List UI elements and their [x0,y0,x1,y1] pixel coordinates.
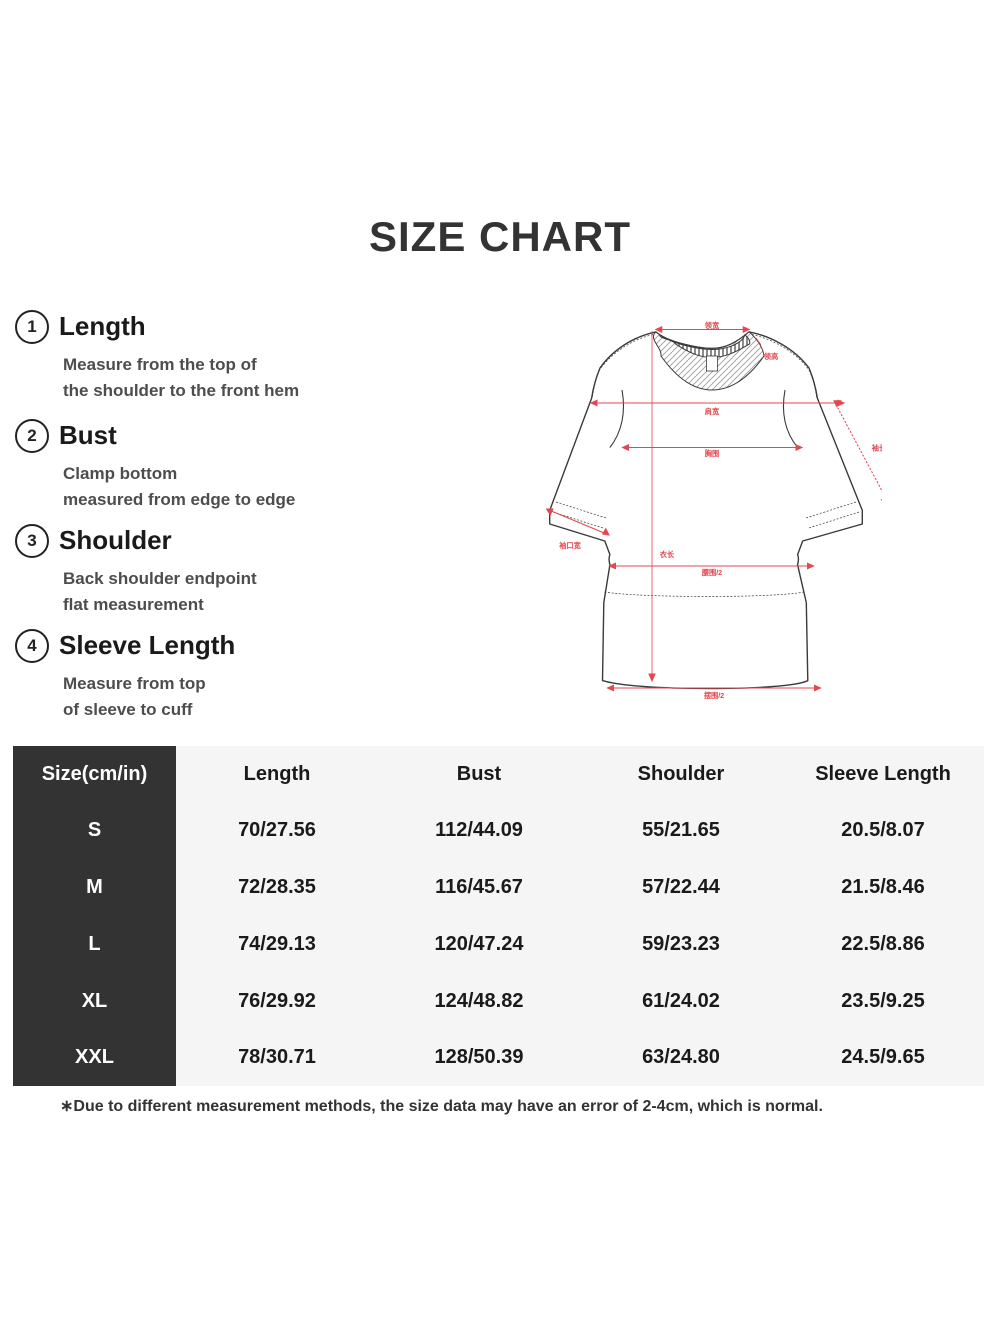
svg-text:衣长: 衣长 [660,550,675,559]
svg-text:袖口宽: 袖口宽 [558,541,581,550]
svg-text:腰围/2: 腰围/2 [701,568,722,577]
svg-text:胸围: 胸围 [705,449,719,458]
svg-text:领宽: 领宽 [705,321,720,330]
svg-text:领高: 领高 [764,352,778,361]
svg-text:肩宽: 肩宽 [704,407,720,416]
svg-text:摆围/2: 摆围/2 [704,691,724,700]
svg-text:袖长: 袖长 [871,444,882,453]
